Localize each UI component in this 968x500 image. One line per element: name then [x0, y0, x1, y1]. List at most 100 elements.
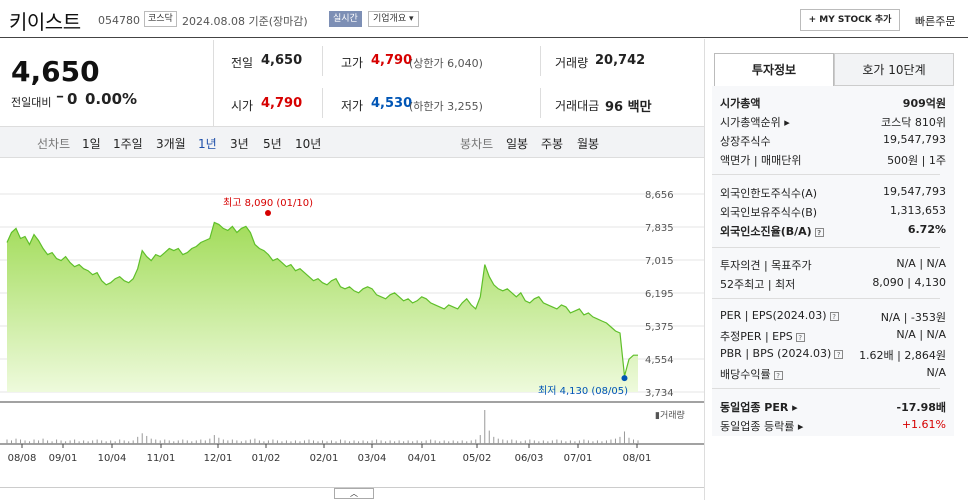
invest-info-value: 19,547,793	[883, 185, 946, 198]
open-price: 4,790	[261, 96, 303, 111]
industry-rate-label[interactable]: 동일업종 등락률 ▸	[720, 420, 804, 433]
stock-header: 키이스트 054780 코스닥 2024.08.08 기준(장마감) 실시간 기…	[0, 0, 968, 38]
y-tick-label: 7,835	[645, 223, 674, 234]
add-mystock-button[interactable]: + MY STOCK 추가	[800, 9, 900, 31]
invest-info-key: 52주최고 | 최저	[720, 278, 796, 291]
high-label: 최고 8,090 (01/10)	[223, 197, 313, 209]
invest-info-value: 1,313,653	[890, 204, 946, 217]
x-tick-label: 12/01	[204, 453, 233, 464]
help-icon[interactable]: ?	[773, 370, 783, 380]
candle-weekly[interactable]: 주봉	[541, 137, 564, 151]
divider	[213, 40, 214, 126]
period-3m[interactable]: 3개월	[156, 137, 186, 151]
invest-info-value: 19,547,793	[883, 133, 946, 146]
invest-info-value: 909억원	[902, 97, 946, 110]
help-icon[interactable]: ?	[795, 332, 805, 342]
x-tick-label: 04/01	[408, 453, 437, 464]
y-tick-label: 5,375	[645, 322, 674, 333]
invest-info-key: 외국인소진율(B/A)?	[720, 223, 824, 239]
line-chart-label: 선차트	[37, 137, 71, 151]
x-tick-label: 03/04	[358, 453, 387, 464]
volume-value: 20,742	[595, 53, 646, 68]
candle-chart-label: 봉차트	[460, 137, 494, 151]
invest-info-value: N/A | N/A	[896, 257, 946, 270]
row-divider	[712, 174, 940, 175]
tab-hoga-10[interactable]: 호가 10단계	[834, 53, 954, 86]
period-1w[interactable]: 1주일	[113, 137, 143, 151]
lower-limit: (하한가 3,255)	[409, 100, 483, 113]
period-toolbar: 선차트 1일 1주일 3개월 1년 3년 5년 10년 봉차트 일봉 주봉 월봉	[0, 126, 704, 158]
invest-info-key: 상장주식수	[720, 135, 771, 148]
invest-info-key: 추정PER | EPS?	[720, 328, 805, 344]
realtime-badge[interactable]: 실시간	[329, 11, 362, 27]
divider	[540, 88, 541, 118]
x-tick-label: 09/01	[49, 453, 78, 464]
volume-label: 거래량	[555, 56, 589, 70]
price-chart[interactable]: 최고 8,090 (01/10) 최저 4,130 (08/05) 8,656 7,…	[0, 158, 705, 500]
amount-value: 96 백만	[605, 100, 652, 115]
low-marker	[621, 375, 628, 382]
row-divider	[712, 298, 940, 299]
x-tick-label: 02/01	[310, 453, 339, 464]
right-panel	[704, 39, 968, 500]
x-tick-label: 06/03	[515, 453, 544, 464]
help-icon[interactable]: ?	[814, 227, 824, 237]
invest-info-key: 배당수익률?	[720, 366, 783, 382]
period-1y[interactable]: 1년	[198, 137, 217, 151]
x-tick-label: 08/08	[8, 453, 37, 464]
invest-info-value: 6.72%	[907, 223, 946, 236]
high-price: 4,790	[371, 53, 413, 68]
amount-label: 거래대금	[555, 99, 600, 113]
invest-info-key: 외국인보유주식수(B)	[720, 206, 818, 219]
y-tick-label: 8,656	[645, 190, 674, 201]
period-3y[interactable]: 3년	[230, 137, 249, 151]
flat-icon: ━	[57, 92, 64, 103]
invest-info-value: N/A | N/A	[896, 328, 946, 341]
invest-info-key: 시가총액	[720, 97, 761, 110]
price-area	[7, 222, 638, 392]
change-label: 전일대비	[11, 96, 52, 109]
invest-info-key: 투자의견 | 목표주가	[720, 259, 812, 272]
y-tick-label: 7,015	[645, 256, 674, 267]
collapse-chart-button[interactable]: ︿	[334, 488, 374, 499]
x-tick-label: 10/04	[98, 453, 127, 464]
invest-info-value: 8,090 | 4,130	[872, 276, 946, 289]
market-badge: 코스닥	[144, 11, 177, 27]
invest-info-key: PER | EPS(2024.03)?	[720, 309, 839, 322]
period-5y[interactable]: 5년	[263, 137, 282, 151]
change-percent: 0.00%	[85, 90, 138, 108]
period-10y[interactable]: 10년	[295, 137, 322, 151]
stock-code: 054780	[98, 14, 140, 27]
price-line	[6, 221, 638, 377]
corp-overview-dropdown[interactable]: 기업개요 ▾	[368, 11, 419, 27]
change-value: 0	[67, 90, 78, 108]
low-label: 최저 4,130 (08/05)	[538, 385, 628, 397]
invest-info-key: 외국인한도주식수(A)	[720, 187, 818, 200]
x-tick-label: 01/02	[252, 453, 281, 464]
period-1d[interactable]: 1일	[82, 137, 101, 151]
chevron-up-icon: ︿	[350, 489, 358, 498]
high-marker	[265, 210, 271, 216]
low-label: 저가	[341, 99, 364, 113]
divider	[322, 88, 323, 118]
help-icon[interactable]: ?	[829, 311, 839, 321]
invest-info-value: N/A | -353원	[880, 311, 946, 324]
x-tick-label: 05/02	[463, 453, 492, 464]
tab-invest-info[interactable]: 투자정보	[714, 53, 834, 86]
industry-per-label[interactable]: 동일업종 PER ▸	[720, 401, 798, 414]
candle-monthly[interactable]: 월봉	[577, 137, 600, 151]
current-price: 4,650	[11, 55, 100, 88]
high-label: 고가	[341, 56, 364, 70]
quick-order-button[interactable]: 빠른주문	[915, 15, 956, 28]
chart-bottom-bar	[0, 487, 705, 500]
prev-label: 전일	[231, 56, 254, 70]
low-price: 4,530	[371, 96, 413, 111]
x-tick-label: 07/01	[564, 453, 593, 464]
x-tick-label: 08/01	[623, 453, 652, 464]
invest-info-panel	[712, 86, 954, 436]
help-icon[interactable]: ?	[834, 349, 844, 359]
volume-legend: ▮거래량	[655, 411, 685, 421]
candle-daily[interactable]: 일봉	[506, 137, 529, 151]
row-divider	[712, 247, 940, 248]
row-divider	[712, 388, 940, 389]
